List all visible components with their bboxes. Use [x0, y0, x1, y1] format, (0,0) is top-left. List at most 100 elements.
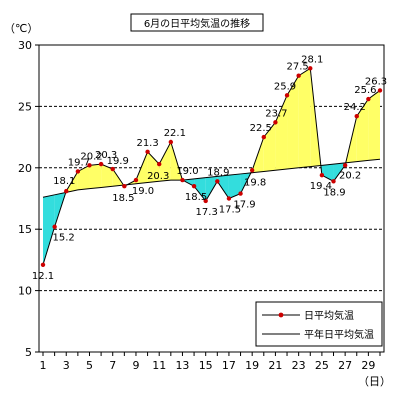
data-point [377, 88, 383, 93]
data-label: 17.9 [233, 200, 255, 211]
data-label: 27.5 [287, 62, 309, 73]
chart-title-box [130, 13, 264, 32]
deviation-fill [43, 194, 55, 265]
legend-daily-marker-swatch [278, 312, 284, 318]
data-point [64, 188, 69, 194]
x-tick-label: 23 [292, 359, 306, 372]
data-point [191, 184, 197, 189]
deviation-fill [368, 90, 380, 161]
plot-frame [38, 44, 385, 353]
y-tick-label: 10 [18, 285, 32, 298]
data-point [319, 172, 325, 178]
deviation-fill [298, 68, 311, 168]
data-point [203, 198, 208, 204]
data-label: 18.9 [207, 167, 229, 178]
data-label: 17.3 [196, 207, 218, 218]
data-label: 17.5 [219, 205, 241, 216]
data-point [75, 169, 81, 174]
data-point [110, 166, 115, 172]
data-point [180, 177, 185, 183]
data-point [87, 163, 92, 168]
x-tick-label: 11 [152, 359, 166, 372]
data-point [296, 73, 301, 78]
deviation-fill [159, 142, 171, 182]
x-tick-label: 3 [63, 359, 70, 372]
x-tick-label: 25 [315, 359, 329, 372]
data-label: 19.4 [310, 181, 332, 192]
data-point [52, 224, 57, 229]
y-tick-label: 15 [18, 223, 32, 236]
deviation-fill [263, 122, 276, 172]
x-tick-label: 27 [338, 359, 352, 372]
data-label: 22.1 [164, 128, 186, 139]
y-tick-label: 30 [18, 39, 32, 52]
data-point [354, 114, 359, 119]
data-label: 19.0 [176, 166, 198, 177]
data-label: 18.1 [53, 176, 75, 187]
data-label: 24.2 [344, 102, 366, 113]
data-label: 25.6 [354, 85, 376, 96]
data-point [273, 120, 278, 125]
x-axis-unit-label: （日） [358, 375, 391, 388]
deviation-fill [287, 75, 299, 170]
deviation-fill [147, 151, 160, 183]
x-tick-label: 1 [40, 359, 47, 372]
data-label: 20.3 [95, 150, 117, 161]
data-label: 18.9 [323, 187, 345, 198]
data-label: 26.3 [365, 76, 387, 87]
y-tick-label: 25 [18, 100, 32, 113]
data-point [145, 149, 150, 155]
data-point [133, 177, 139, 183]
data-point [238, 191, 243, 196]
deviation-fill [77, 165, 90, 190]
deviation-fill [356, 99, 369, 162]
data-point [157, 161, 162, 167]
legend-label-normal: 平年日平均気温 [304, 328, 374, 341]
deviation-fill [194, 177, 206, 201]
y-tick-label: 5 [25, 346, 32, 359]
x-tick-label: 29 [361, 359, 375, 372]
data-point [226, 196, 232, 201]
x-tick-label: 13 [175, 359, 189, 372]
deviation-fill [101, 164, 113, 188]
data-label: 19.8 [244, 177, 266, 188]
data-label: 23.7 [265, 108, 287, 119]
data-label: 28.1 [301, 54, 323, 65]
data-label: 21.3 [136, 138, 158, 149]
data-point [122, 184, 127, 189]
data-point [261, 134, 266, 140]
data-label: 22.5 [250, 123, 272, 134]
data-label: 19.9 [107, 156, 129, 167]
data-point [215, 179, 220, 184]
data-label: 20.2 [339, 170, 361, 181]
data-label: 20.3 [147, 171, 169, 182]
data-point [342, 163, 348, 168]
data-label: 18.5 [112, 193, 134, 204]
data-label: 15.2 [52, 233, 74, 244]
data-point [168, 139, 174, 145]
y-axis-unit-label: （℃） [4, 22, 38, 35]
data-point [331, 179, 336, 184]
data-point [284, 93, 290, 98]
data-label: 19.7 [68, 157, 90, 168]
data-point [40, 262, 46, 268]
deviation-fill [205, 176, 218, 201]
legend-label-daily: 日平均気温 [304, 309, 354, 322]
deviation-fill [228, 173, 241, 199]
x-tick-label: 9 [132, 359, 139, 372]
x-tick-label: 7 [109, 359, 116, 372]
legend-box [255, 301, 383, 347]
x-tick-label: 15 [199, 359, 213, 372]
data-label: 19.0 [132, 186, 154, 197]
x-tick-label: 17 [222, 359, 236, 372]
data-label: 18.5 [185, 192, 207, 203]
normal-temperature-line [42, 158, 381, 198]
data-point [366, 96, 371, 102]
data-label: 20.2 [80, 151, 102, 162]
data-point [308, 66, 313, 71]
data-point [249, 168, 255, 173]
deviation-fill [89, 164, 102, 189]
x-tick-label: 5 [86, 359, 93, 372]
